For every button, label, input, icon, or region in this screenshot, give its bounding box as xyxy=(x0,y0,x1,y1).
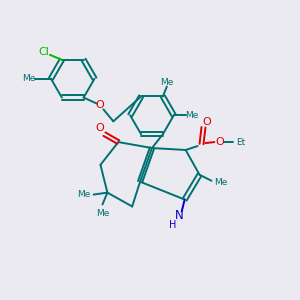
Text: O: O xyxy=(95,100,104,110)
Text: N: N xyxy=(175,209,184,222)
Text: Me: Me xyxy=(77,190,90,199)
Text: O: O xyxy=(95,123,104,133)
Text: O: O xyxy=(215,137,224,147)
Text: Me: Me xyxy=(96,209,109,218)
Text: H: H xyxy=(169,220,176,230)
Text: Me: Me xyxy=(22,74,36,83)
Text: Me: Me xyxy=(160,78,173,87)
Text: Me: Me xyxy=(214,178,227,187)
Text: Et: Et xyxy=(236,138,246,147)
Text: O: O xyxy=(202,117,211,127)
Text: Me: Me xyxy=(185,111,198,120)
Text: Cl: Cl xyxy=(39,47,50,57)
